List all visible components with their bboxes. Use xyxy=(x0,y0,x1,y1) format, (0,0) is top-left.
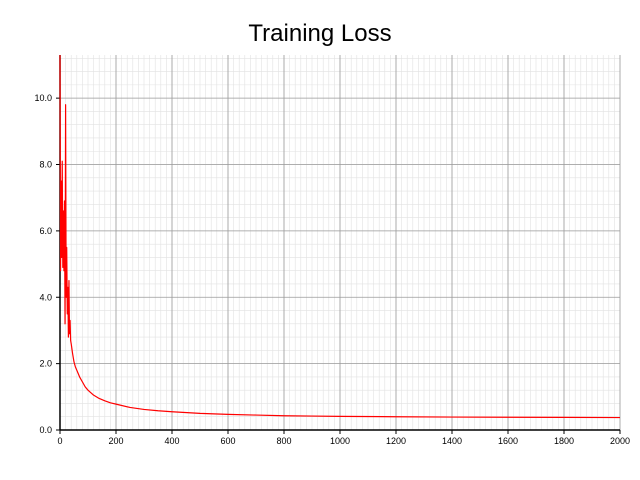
x-tick-label: 1400 xyxy=(442,436,462,446)
x-tick-label: 600 xyxy=(220,436,235,446)
y-tick-label: 4.0 xyxy=(39,292,52,302)
y-tick-label: 6.0 xyxy=(39,226,52,236)
x-tick-label: 1200 xyxy=(386,436,406,446)
loss-series-line xyxy=(59,54,621,419)
x-tick-label: 800 xyxy=(276,436,291,446)
y-tick-label: 8.0 xyxy=(39,160,52,170)
x-tick-label: 1000 xyxy=(330,436,350,446)
tick-marks xyxy=(56,97,621,434)
x-tick-label: 1800 xyxy=(554,436,574,446)
y-tick-label: 2.0 xyxy=(39,359,52,369)
y-tick-label: 0.0 xyxy=(39,425,52,435)
x-tick-label: 1600 xyxy=(498,436,518,446)
tick-labels: 0 200 400 600 800 1000 1200 1400 1600 1800 2000 0.0… xyxy=(34,93,630,446)
series-group xyxy=(59,54,621,419)
x-tick-label: 0 xyxy=(57,436,62,446)
x-tick-label: 2000 xyxy=(610,436,630,446)
x-tick-label: 200 xyxy=(108,436,123,446)
chart-title: Training Loss xyxy=(248,20,392,47)
x-tick-label: 400 xyxy=(164,436,179,446)
y-tick-label: 10.0 xyxy=(34,93,52,103)
